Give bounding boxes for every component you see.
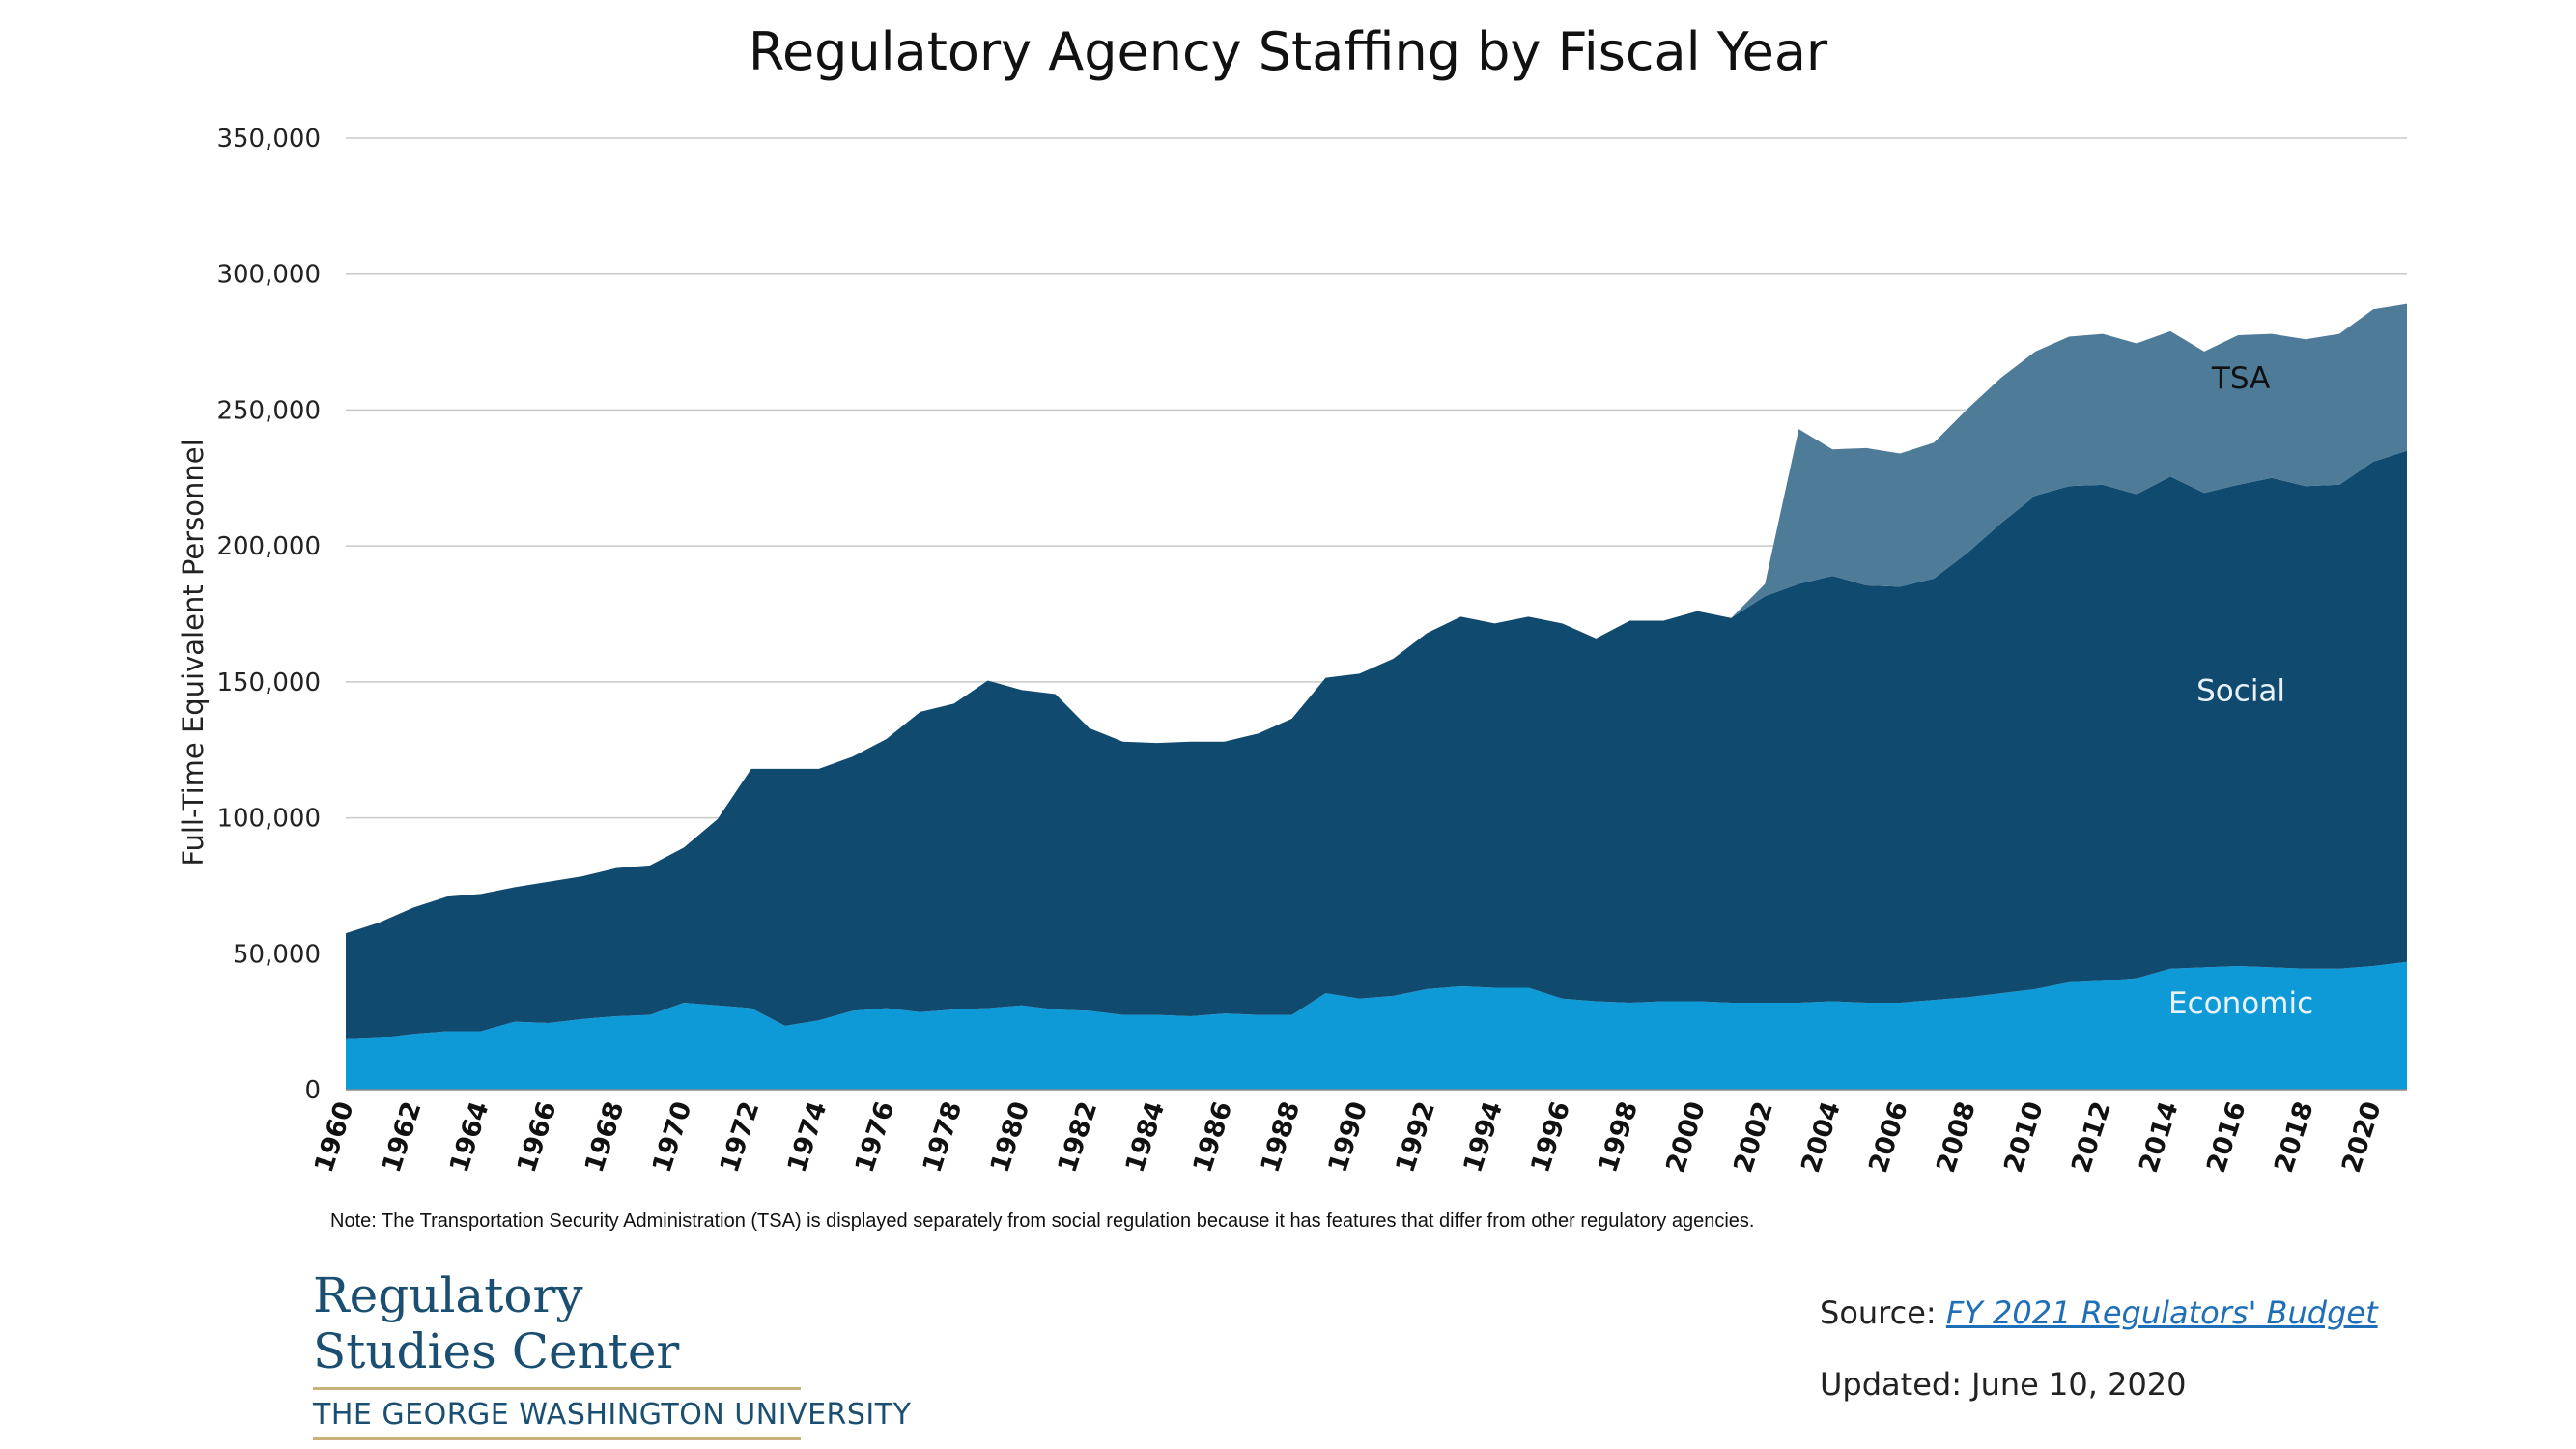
x-tick-label: 1984 xyxy=(1120,1098,1172,1177)
x-tick-label: 1976 xyxy=(850,1098,901,1177)
x-tick-label: 1968 xyxy=(580,1098,631,1177)
area-label-tsa: TSA xyxy=(2211,361,2270,396)
x-tick-label: 2016 xyxy=(2201,1098,2252,1177)
x-tick-label: 1990 xyxy=(1322,1098,1373,1177)
x-tick-label: 1972 xyxy=(715,1098,766,1177)
area-label-economic: Economic xyxy=(2168,986,2313,1021)
area-label-social: Social xyxy=(2196,674,2285,709)
y-tick-label: 0 xyxy=(304,1076,321,1105)
x-tick-label: 2010 xyxy=(1998,1098,2050,1177)
updated-date: Updated: June 10, 2020 xyxy=(1820,1366,2187,1403)
area-social xyxy=(346,450,2407,1039)
x-tick-label: 1988 xyxy=(1255,1098,1306,1177)
source-link[interactable]: FY 2021 Regulators' Budget xyxy=(1945,1294,2378,1331)
logo-rule-bottom xyxy=(313,1437,801,1440)
x-tick-label: 2000 xyxy=(1660,1098,1712,1177)
logo-line-1: Regulatory xyxy=(313,1267,583,1323)
logo-line-2: Studies Center xyxy=(313,1323,680,1379)
x-tick-label: 1998 xyxy=(1593,1098,1644,1177)
x-tick-label: 1962 xyxy=(377,1098,428,1177)
source-prefix: Source: xyxy=(1820,1294,1946,1331)
x-tick-label: 1966 xyxy=(512,1098,563,1177)
x-tick-label: 2002 xyxy=(1728,1098,1779,1177)
x-tick-label: 1978 xyxy=(918,1098,969,1177)
chart-note: Note: The Transportation Security Admini… xyxy=(330,1210,1755,1232)
area-tsa xyxy=(346,303,2407,934)
y-tick-label: 350,000 xyxy=(216,125,321,154)
x-tick-label: 1974 xyxy=(782,1098,834,1177)
x-tick-label: 1960 xyxy=(309,1098,360,1177)
y-tick-label: 100,000 xyxy=(216,805,321,834)
x-tick-label: 2020 xyxy=(2336,1098,2388,1177)
x-tick-label: 2012 xyxy=(2066,1098,2117,1177)
x-tick-label: 1964 xyxy=(444,1098,495,1177)
x-tick-label: 1980 xyxy=(985,1098,1036,1177)
source-line: Source: FY 2021 Regulators' Budget xyxy=(1820,1294,2378,1331)
logo-university: THE GEORGE WASHINGTON UNIVERSITY xyxy=(313,1398,912,1432)
x-tick-label: 2014 xyxy=(2134,1098,2185,1177)
x-tick-label: 1970 xyxy=(647,1098,698,1177)
chart-title: Regulatory Agency Staffing by Fiscal Yea… xyxy=(748,21,1828,82)
y-tick-label: 150,000 xyxy=(216,668,321,697)
rsc-logo[interactable]: Regulatory Studies Center THE GEORGE WAS… xyxy=(313,1267,911,1440)
x-tick-label: 1982 xyxy=(1053,1098,1104,1177)
x-tick-label: 2008 xyxy=(1931,1098,1982,1177)
x-tick-label: 1996 xyxy=(1525,1098,1576,1177)
logo-rule-top xyxy=(313,1387,801,1390)
y-axis-label: Full-Time Equivalent Personnel xyxy=(177,439,210,866)
y-tick-label: 50,000 xyxy=(233,940,321,969)
x-tick-label: 1994 xyxy=(1458,1098,1509,1177)
x-tick-label: 2018 xyxy=(2269,1098,2320,1177)
x-tick-label: 1992 xyxy=(1390,1098,1441,1177)
x-tick-label: 2006 xyxy=(1863,1098,1914,1177)
y-tick-label: 300,000 xyxy=(216,261,321,290)
y-tick-label: 250,000 xyxy=(216,396,321,425)
x-tick-label: 2004 xyxy=(1796,1098,1847,1177)
y-tick-label: 200,000 xyxy=(216,532,321,561)
x-tick-label: 1986 xyxy=(1188,1098,1239,1177)
area-economic xyxy=(346,961,2407,1090)
